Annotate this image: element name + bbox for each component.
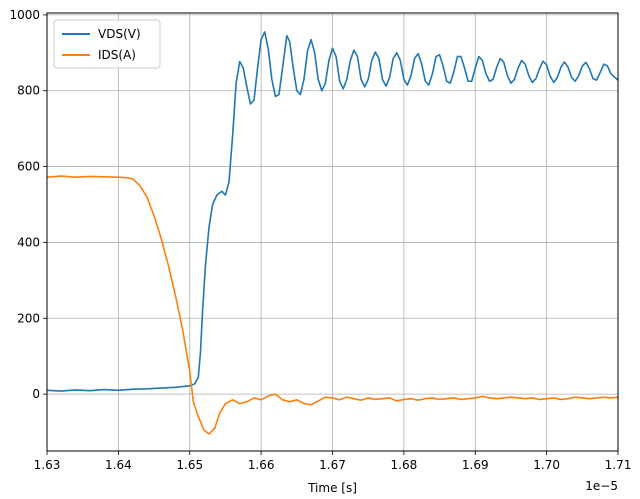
series-layer [46,31,619,435]
x-tick-label: 1.68 [391,458,418,472]
y-tick-label: 1000 [9,8,40,22]
ticks: 1.63 1.64 1.65 1.66 1.67 1.68 1.69 1.70 1.71 0 200… [9,8,631,472]
x-axis-offset-label: 1e−5 [585,479,618,493]
x-tick-label: 1.69 [462,458,489,472]
legend: VDS(V) IDS(A) [53,19,161,69]
x-tick-label: 1.65 [176,458,203,472]
y-tick-label: 200 [17,311,40,325]
series-line-ids [46,175,619,435]
x-tick-label: 1.67 [319,458,346,472]
legend-label: IDS(A) [98,48,136,62]
y-tick-label: 0 [32,387,40,401]
x-tick-label: 1.71 [605,458,632,472]
y-tick-label: 800 [17,84,40,98]
x-tick-label: 1.66 [248,458,275,472]
x-tick-label: 1.70 [533,458,560,472]
y-tick-label: 600 [17,160,40,174]
x-tick-label: 1.63 [34,458,61,472]
x-axis-label: Time [s] [307,481,357,495]
y-tick-label: 400 [17,235,40,249]
series-line-vds [46,31,619,392]
x-tick-label: 1.64 [105,458,132,472]
grid [46,13,619,451]
legend-label: VDS(V) [98,27,141,41]
